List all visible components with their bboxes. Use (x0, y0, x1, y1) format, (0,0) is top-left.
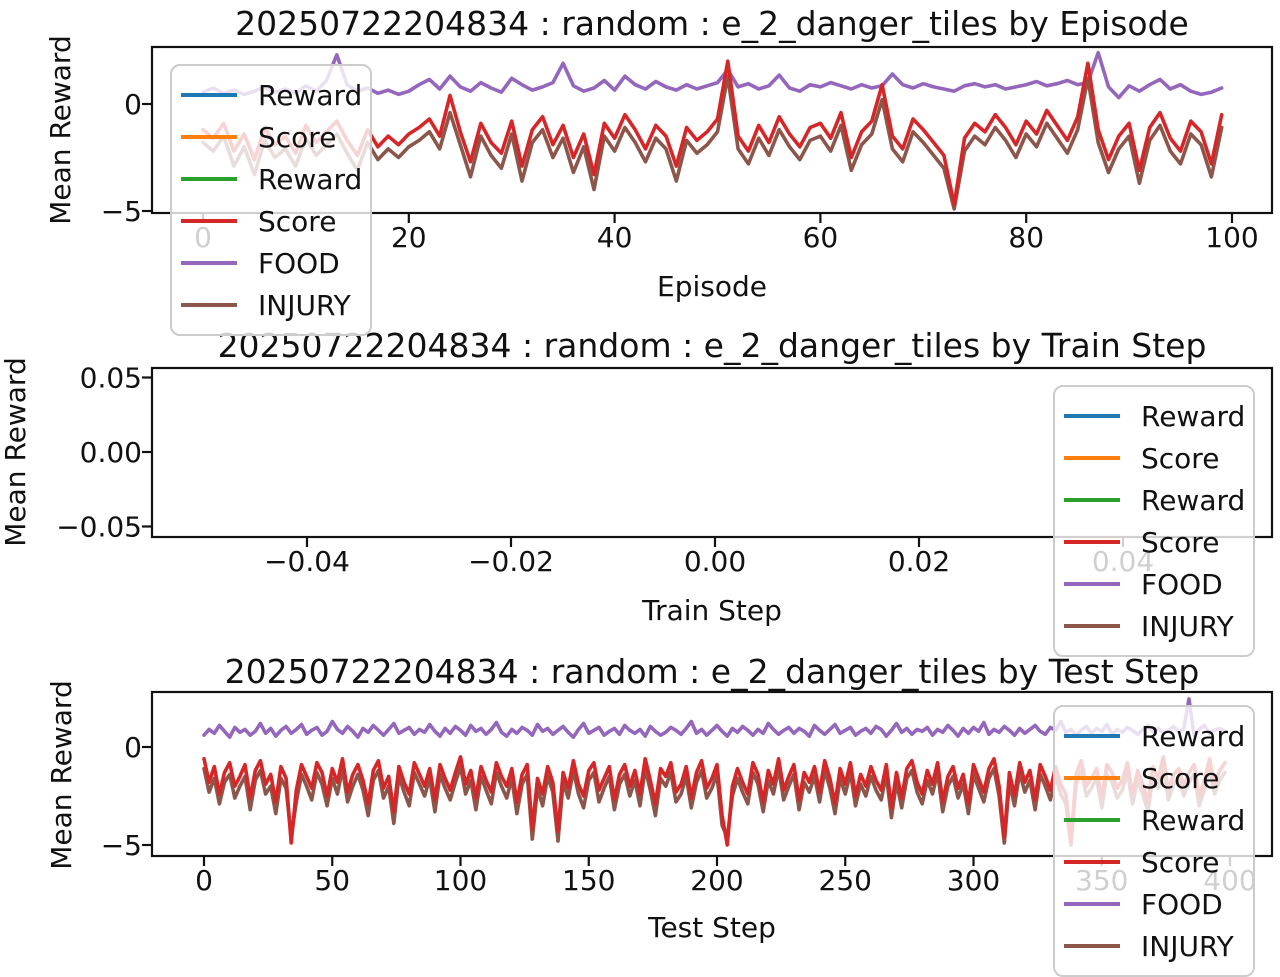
y-tick-label: −5 (101, 829, 142, 862)
legend-line-sample (181, 177, 237, 181)
y-axis-label-train-step: Mean Reward (0, 357, 32, 547)
legend-box: Reward Score Reward Score FOOD INJURY (170, 64, 372, 336)
legend-line-sample (1064, 818, 1120, 822)
legend-line-sample (1064, 776, 1120, 780)
legend-entry: INJURY (1055, 605, 1253, 647)
x-tick-label: 0 (195, 864, 213, 897)
y-tick-label: −0.05 (56, 511, 142, 544)
legend-line-sample (1064, 414, 1120, 418)
chart-title-episode: 20250722204834 : random : e_2_danger_til… (235, 4, 1189, 43)
legend-entry: FOOD (172, 242, 370, 284)
y-tick-label: −5 (101, 195, 142, 228)
legend-entry: Score (1055, 437, 1253, 479)
legend-label: Reward (1141, 399, 1246, 433)
x-tick-label: 100 (434, 864, 487, 897)
legend-box: Reward Score Reward Score FOOD INJURY (1053, 705, 1255, 977)
legend-box: Reward Score Reward Score FOOD INJURY (1053, 385, 1255, 657)
y-tick-label: 0 (124, 88, 142, 121)
legend-label: Score (1141, 761, 1220, 795)
legend-line-sample (181, 93, 237, 97)
legend-label: Score (1141, 441, 1220, 475)
x-tick-label: 100 (1205, 221, 1258, 254)
legend-line-sample (1064, 734, 1120, 738)
legend-entry: Score (172, 200, 370, 242)
legend-entry: INJURY (1055, 925, 1253, 967)
axes-frame (150, 690, 1274, 858)
legend-entry: Score (1055, 841, 1253, 883)
legend-entry: Reward (1055, 395, 1253, 437)
axes-frame (150, 45, 1274, 215)
x-tick-label: 250 (819, 864, 872, 897)
x-tick-label: 40 (597, 221, 633, 254)
chart-title-test-step: 20250722204834 : random : e_2_danger_til… (224, 652, 1200, 691)
y-axis-label-episode: Mean Reward (44, 35, 77, 225)
series-line-food (201, 50, 1224, 100)
legend-line-sample (1064, 944, 1120, 948)
legend-entry: Reward (1055, 799, 1253, 841)
x-axis-label-test-step: Test Step (648, 911, 776, 944)
legend-label: Reward (1141, 719, 1246, 753)
x-axis-label-train-step: Train Step (642, 594, 782, 627)
legend-line-sample (181, 261, 237, 265)
legend-entry: Reward (1055, 715, 1253, 757)
x-tick-label: 300 (947, 864, 1000, 897)
legend-label: INJURY (1141, 609, 1234, 643)
legend-line-sample (1064, 902, 1120, 906)
legend-line-sample (1064, 582, 1120, 586)
y-axis-label-test-step: Mean Reward (45, 680, 78, 870)
legend-entry: Reward (172, 74, 370, 116)
legend-line-sample (181, 135, 237, 139)
y-tick-label: 0.00 (80, 436, 142, 469)
legend-entry: Score (1055, 521, 1253, 563)
legend-entry: Score (1055, 757, 1253, 799)
legend-label: Score (1141, 525, 1220, 559)
legend-label: Score (1141, 845, 1220, 879)
legend-label: Reward (258, 162, 363, 196)
x-tick-label: 0.00 (684, 545, 746, 578)
legend-label: Reward (1141, 803, 1246, 837)
x-tick-label: −0.02 (468, 545, 554, 578)
legend-label: Reward (1141, 483, 1246, 517)
legend-line-sample (181, 219, 237, 223)
legend-line-sample (1064, 860, 1120, 864)
legend-line-sample (181, 303, 237, 307)
legend-entry: Reward (1055, 479, 1253, 521)
legend-label: FOOD (1141, 887, 1223, 921)
legend-entry: Score (172, 116, 370, 158)
legend-label: Reward (258, 78, 363, 112)
x-tick-label: 0.02 (888, 545, 950, 578)
series-line-injury (201, 74, 1224, 211)
legend-entry: Reward (172, 158, 370, 200)
x-tick-label: 150 (562, 864, 615, 897)
axes-frame (150, 366, 1274, 539)
legend-label: Score (258, 120, 337, 154)
legend-entry: FOOD (1055, 563, 1253, 605)
legend-line-sample (1064, 498, 1120, 502)
legend-label: INJURY (258, 288, 351, 322)
legend-line-sample (1064, 456, 1120, 460)
legend-entry: INJURY (172, 284, 370, 326)
x-tick-label: 80 (1008, 221, 1044, 254)
y-tick-label: 0.05 (80, 362, 142, 395)
legend-line-sample (1064, 624, 1120, 628)
legend-label: Score (258, 204, 337, 238)
legend-label: FOOD (1141, 567, 1223, 601)
x-axis-label-episode: Episode (657, 270, 767, 303)
x-tick-label: 20 (391, 221, 427, 254)
legend-line-sample (1064, 540, 1120, 544)
chart-title-train-step: 20250722204834 : random : e_2_danger_til… (217, 326, 1207, 365)
legend-label: FOOD (258, 246, 340, 280)
series-line-score2 (201, 59, 1224, 207)
x-tick-label: 60 (803, 221, 839, 254)
y-tick-label: 0 (124, 731, 142, 764)
x-tick-label: −0.04 (264, 545, 350, 578)
x-tick-label: 200 (690, 864, 743, 897)
legend-entry: FOOD (1055, 883, 1253, 925)
legend-label: INJURY (1141, 929, 1234, 963)
x-tick-label: 50 (314, 864, 350, 897)
